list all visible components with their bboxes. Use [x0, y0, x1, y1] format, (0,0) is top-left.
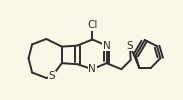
Text: N: N: [89, 64, 96, 74]
Text: Cl: Cl: [87, 20, 98, 30]
Text: S: S: [49, 71, 55, 81]
Text: S: S: [127, 41, 133, 50]
Text: N: N: [103, 41, 110, 50]
